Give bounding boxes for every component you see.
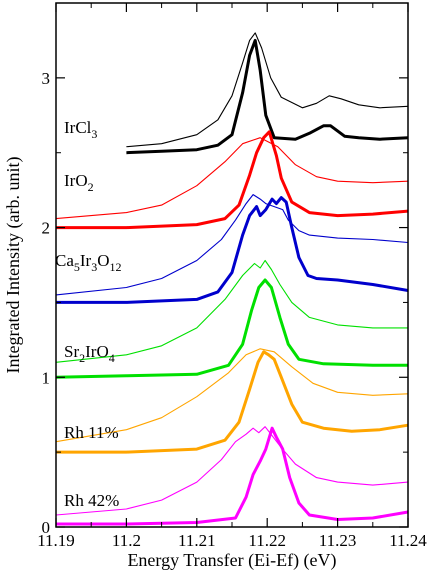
series-label-3-part-1: 2	[79, 351, 85, 365]
series-line-0-thick	[126, 38, 409, 155]
series-label-3-part-3: 4	[109, 351, 115, 365]
x-axis-title: Energy Transfer (Ei-Ef) (eV)	[127, 550, 336, 571]
series-line-9-thin	[55, 348, 409, 443]
series-line-11-thin	[55, 426, 409, 516]
series-label-0-part-0: IrCl	[64, 118, 92, 137]
series-line-8-thick	[56, 350, 409, 454]
x-tick-label-3: 11.22	[248, 531, 286, 550]
series-line-1-thin	[126, 32, 409, 148]
series-label-2-part-2: Ir	[80, 251, 92, 270]
y-tick-label-3: 3	[42, 69, 51, 88]
x-tick-label-0: 11.19	[37, 531, 75, 550]
series-line-3-thin	[55, 137, 409, 220]
series-label-2-part-5: 12	[110, 260, 122, 274]
x-tick-label-2: 11.21	[178, 531, 216, 550]
series-line-6-thick	[55, 278, 408, 379]
series-label-2: Ca5Ir3O12	[55, 251, 122, 274]
y-tick-label-1: 1	[42, 368, 51, 387]
series-label-1: IrO2	[64, 171, 94, 194]
series-label-5-part-0: Rh 42%	[64, 491, 119, 510]
y-axis-title: Integrated Intensity (arb. unit)	[3, 157, 24, 374]
series-label-2-part-3: 3	[91, 260, 97, 274]
series-label-1-part-0: IrO	[64, 171, 88, 190]
series-label-0-part-1: 3	[91, 127, 97, 141]
series-label-3: Sr2IrO4	[64, 342, 115, 365]
y-tick-label-0: 0	[42, 518, 51, 537]
x-tick-label-1: 11.2	[112, 531, 141, 550]
series-layer	[55, 32, 409, 526]
series-line-7-thin	[55, 259, 408, 363]
series-label-2-part-0: Ca	[55, 251, 74, 270]
series-label-3-part-2: IrO	[85, 342, 109, 361]
series-label-3-part-0: Sr	[64, 342, 79, 361]
series-label-0: IrCl3	[64, 118, 97, 141]
series-line-4-thick	[56, 196, 409, 304]
x-tick-label-5: 11.24	[389, 531, 427, 550]
series-label-5: Rh 42%	[64, 491, 119, 510]
series-label-1-part-1: 2	[88, 180, 94, 194]
x-tick-label-4: 11.23	[319, 531, 357, 550]
series-line-2-thick	[56, 130, 409, 230]
series-line-5-thin	[55, 194, 409, 296]
y-tick-label-2: 2	[42, 219, 51, 238]
series-line-10-thick	[56, 426, 409, 526]
series-label-4-part-0: Rh 11%	[64, 423, 119, 442]
series-label-4: Rh 11%	[64, 423, 119, 442]
series-label-2-part-4: O	[97, 251, 109, 270]
series-label-2-part-1: 5	[74, 260, 80, 274]
